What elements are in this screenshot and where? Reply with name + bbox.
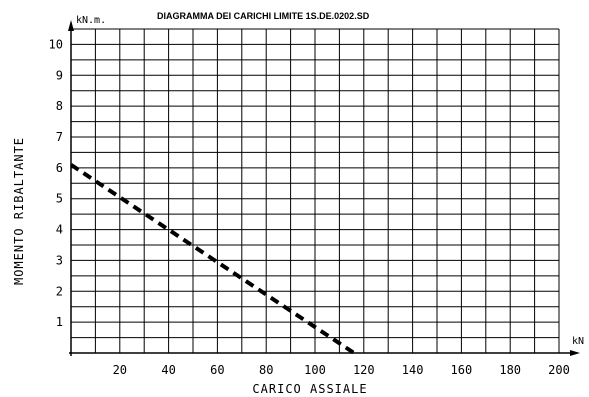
x-tick-label: 120 (353, 363, 375, 377)
axes (68, 20, 580, 356)
y-axis-unit: kN.m. (76, 15, 106, 26)
grid (71, 28, 560, 353)
x-tick-label: 60 (210, 363, 224, 377)
x-axis-label: CARICO ASSIALE (252, 382, 367, 396)
x-tick-label: 40 (161, 363, 175, 377)
y-tick-label: 8 (56, 99, 63, 113)
y-tick-label: 3 (56, 253, 63, 267)
x-tick-label: 160 (451, 363, 473, 377)
y-tick-label: 7 (56, 130, 63, 144)
y-axis-label: MOMENTO RIBALTANTE (12, 137, 26, 285)
x-tick-label: 20 (113, 363, 127, 377)
y-tick-label: 10 (49, 37, 63, 51)
labels-layer: DIAGRAMMA DEI CARICHI LIMITE 1S.DE.0202.… (12, 11, 584, 396)
x-tick-label: 180 (499, 363, 521, 377)
x-axis-arrow (570, 350, 580, 356)
y-tick-label: 2 (56, 284, 63, 298)
y-tick-label: 6 (56, 161, 63, 175)
x-axis-unit: kN (572, 336, 584, 347)
y-tick-label: 4 (56, 223, 63, 237)
series-layer (69, 163, 356, 355)
x-tick-label: 200 (548, 363, 570, 377)
x-tick-label: 140 (402, 363, 424, 377)
x-tick-label: 80 (259, 363, 273, 377)
y-tick-label: 5 (56, 192, 63, 206)
y-axis-arrow (68, 20, 74, 31)
y-tick-label: 1 (56, 315, 63, 329)
series-line-dashed (69, 163, 356, 355)
chart-title: DIAGRAMMA DEI CARICHI LIMITE 1S.DE.0202.… (157, 11, 370, 21)
x-tick-label: 100 (304, 363, 326, 377)
y-tick-label: 9 (56, 68, 63, 82)
